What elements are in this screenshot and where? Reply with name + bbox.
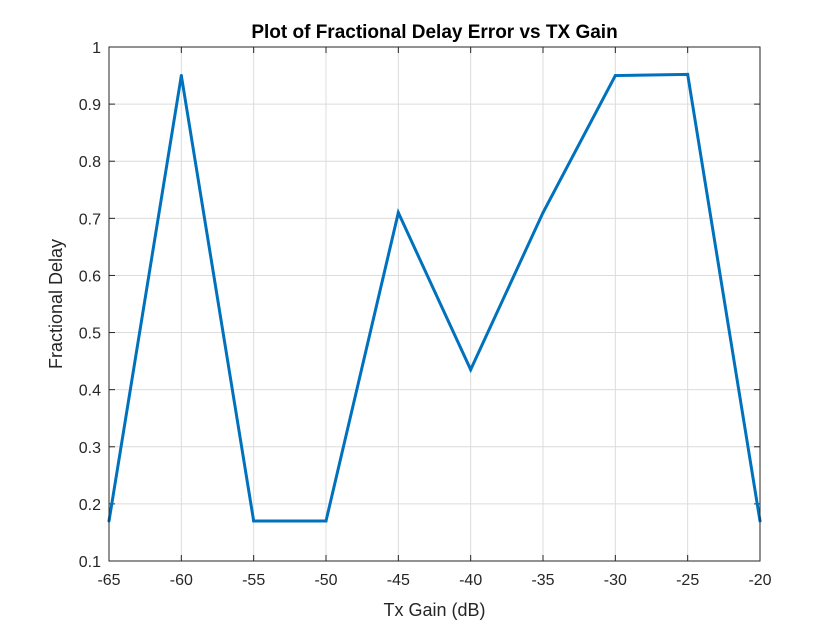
x-tick-label: -30 (604, 572, 627, 589)
data-point (252, 519, 256, 523)
data-point (686, 72, 690, 76)
data-point (324, 519, 328, 523)
y-tick-label: 1 (92, 40, 101, 57)
series-line (107, 72, 762, 523)
y-tick-label: 0.7 (79, 211, 101, 228)
y-tick-label: 0.4 (79, 383, 101, 400)
y-tick-labels: 0.1 0.2 0.3 0.4 0.5 0.6 0.7 0.8 0.9 1 (79, 40, 101, 571)
x-tick-label: -40 (459, 572, 482, 589)
y-axis-label: Fractional Delay (46, 239, 66, 369)
y-tick-label: 0.1 (79, 554, 101, 571)
y-tick-label: 0.2 (79, 497, 101, 514)
x-tick-label: -25 (676, 572, 699, 589)
x-tick-label: -55 (242, 572, 265, 589)
data-point (179, 74, 183, 78)
x-axis-label: Tx Gain (dB) (383, 600, 485, 620)
x-tick-label: -50 (314, 572, 337, 589)
y-tick-label: 0.8 (79, 154, 101, 171)
x-tick-label: -45 (387, 572, 410, 589)
data-point (396, 211, 400, 215)
x-tick-label: -35 (531, 572, 554, 589)
x-tick-labels: -65 -60 -55 -50 -45 -40 -35 -30 -25 -20 (97, 572, 771, 589)
x-tick-label: -60 (170, 572, 193, 589)
x-tick-label: -20 (748, 572, 771, 589)
y-tick-label: 0.9 (79, 97, 101, 114)
y-tick-label: 0.5 (79, 326, 101, 343)
x-tick-label: -65 (97, 572, 120, 589)
data-point (613, 74, 617, 78)
axes-frame (108, 46, 761, 562)
y-tick-label: 0.6 (79, 268, 101, 285)
chart-title: Plot of Fractional Delay Error vs TX Gai… (251, 22, 617, 43)
plot-area (108, 46, 761, 562)
data-point (469, 368, 473, 372)
data-point (541, 211, 545, 215)
y-tick-label: 0.3 (79, 440, 101, 457)
